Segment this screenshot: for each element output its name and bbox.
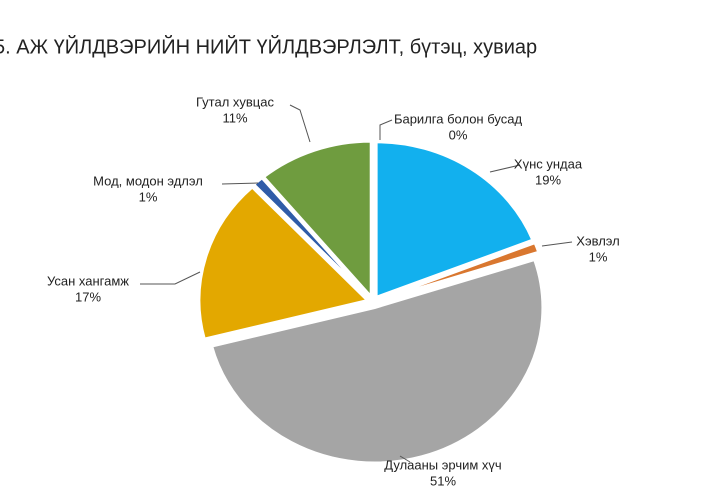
slice-label: Гутал хувцас (196, 94, 274, 109)
chart-title: 5. АЖ ҮЙЛДВЭРИЙН НИЙТ ҮЙЛДВЭРЛЭЛТ, бүтэц… (0, 34, 537, 58)
pie-slice (210, 258, 544, 464)
value-label: 17% (75, 289, 101, 304)
leader-line (489, 164, 521, 173)
value-label: 51% (430, 473, 456, 488)
slice-label: Барилга болон бусад (394, 111, 523, 126)
slice-label: Хэвлэл (576, 233, 619, 248)
pie-slice (262, 140, 373, 300)
value-label: 1% (589, 249, 608, 264)
pie-slice (197, 185, 370, 341)
value-label: 11% (222, 110, 247, 125)
leader-line (541, 241, 573, 247)
slice-label: Мод, модон эдлэл (93, 173, 203, 188)
pie-slice (375, 140, 535, 299)
leader-line (140, 271, 201, 285)
value-label: 19% (535, 172, 561, 187)
leader-line (399, 455, 411, 463)
value-label: 0% (449, 127, 468, 142)
pie-slice (378, 241, 541, 302)
pie-slice (252, 176, 370, 299)
value-label: 1% (139, 189, 158, 204)
leader-line (379, 119, 393, 140)
leader-line (289, 104, 311, 143)
slice-label: Дулааны эрчим хүч (384, 457, 501, 472)
slice-label: Усан хангамж (47, 273, 129, 288)
leader-line (221, 182, 259, 185)
slice-label: Хүнс ундаа (514, 156, 583, 171)
